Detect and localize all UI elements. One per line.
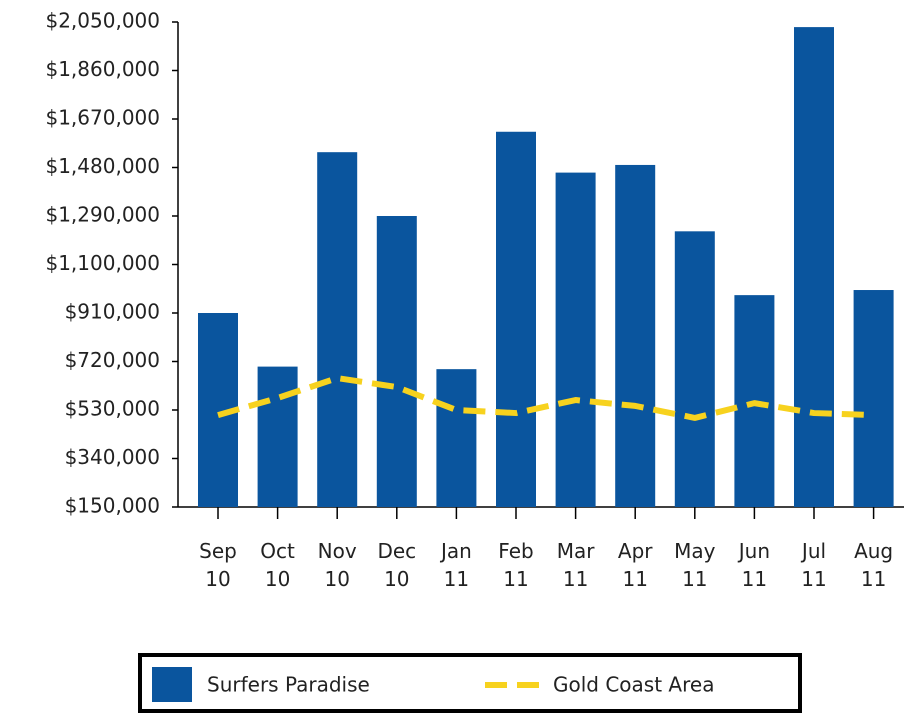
y-tick-label: $530,000 (65, 397, 160, 421)
x-tick-label: Jun 11 (737, 539, 770, 591)
y-tick-label: $910,000 (65, 300, 160, 324)
y-tick-label: $340,000 (65, 445, 160, 469)
bar (794, 27, 834, 508)
legend-swatch (152, 667, 192, 702)
bar (376, 216, 417, 507)
x-tick-label: Sep 10 (199, 539, 237, 591)
x-tick-label: Jul 11 (800, 539, 827, 591)
bar (257, 366, 298, 507)
bar (496, 131, 536, 507)
y-tick-label: $150,000 (65, 494, 160, 518)
legend-label: Surfers Paradise (207, 673, 370, 697)
x-tick-label: May 11 (674, 539, 716, 591)
y-tick-label: $1,860,000 (45, 57, 160, 81)
x-tick-label: Mar 11 (557, 539, 596, 591)
x-tick-label: Apr 11 (618, 539, 653, 591)
x-tick-label: Aug 11 (854, 539, 893, 591)
bar (615, 164, 656, 507)
line (217, 375, 874, 421)
bar (674, 231, 715, 507)
x-tick-label: Oct 10 (260, 539, 295, 591)
y-tick-label: $720,000 (65, 348, 160, 372)
x-tick-label: Nov 10 (318, 539, 357, 591)
bar (436, 369, 477, 507)
x-tick-label: Dec 10 (377, 539, 416, 591)
bar (853, 290, 894, 507)
y-tick-label: $1,290,000 (45, 203, 160, 227)
legend-box (138, 653, 802, 713)
x-tick-label: Feb 11 (498, 539, 533, 591)
y-tick-label: $1,480,000 (45, 154, 160, 178)
y-tick-label: $1,670,000 (45, 106, 160, 130)
y-tick-label: $1,100,000 (45, 251, 160, 275)
bar (555, 172, 596, 507)
legend-label: Gold Coast Area (553, 673, 714, 697)
y-tick-label: $2,050,000 (45, 9, 160, 33)
x-tick-label: Jan 11 (439, 539, 472, 591)
bar (317, 152, 358, 507)
